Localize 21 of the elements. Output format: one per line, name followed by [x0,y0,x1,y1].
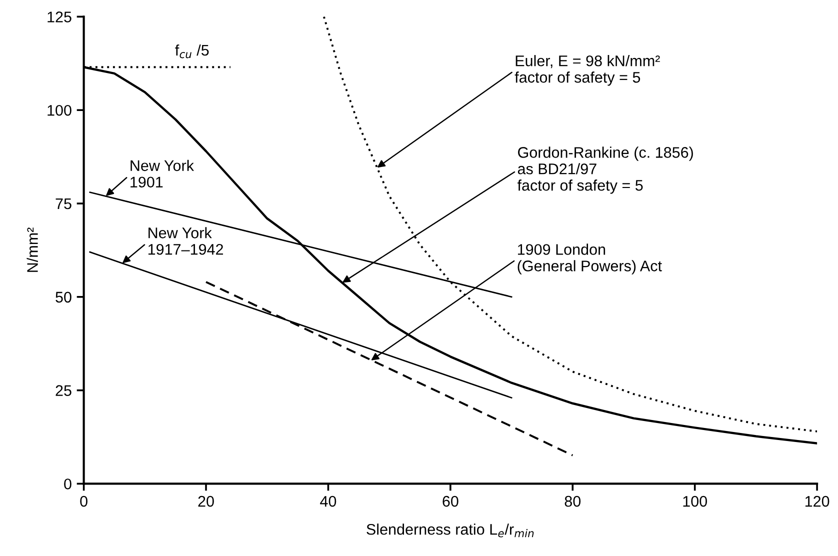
y-axis-title: N/mm² [26,228,38,272]
y-tick-label: 75 [56,198,72,210]
y-tick-label: 50 [56,292,72,303]
x-tick-label: 120 [805,496,830,507]
annotation: 1909 London (General Powers) Act [518,244,662,274]
annotation: Gordon-Rankine (c. 1856) as BD21/97 factor of safety = 5 [517,146,693,194]
annotation: New York 1917–1942 [148,227,223,255]
annotation: New York 1901 [130,160,194,188]
y-tick-label: 125 [48,12,72,22]
x-tick-label: 100 [683,496,707,507]
y-tick-label: 0 [64,478,72,490]
x-tick-label: 0 [80,496,88,507]
y-tick-label: 25 [56,385,72,396]
annotation: Euler, E = 98 kN/mm² factor of safety = 5 [514,55,660,86]
x-tick-label: 60 [442,496,458,507]
x-axis-title: Slenderness ratio L$_{e}$/r$_{min}$ [366,524,534,538]
x-tick-label: 80 [564,496,581,507]
x-tick-label: 40 [320,496,336,507]
y-tick-label: 100 [48,104,72,116]
series-label: f$_{cu}$ /5 [175,44,209,58]
x-tick-label: 20 [198,496,214,507]
